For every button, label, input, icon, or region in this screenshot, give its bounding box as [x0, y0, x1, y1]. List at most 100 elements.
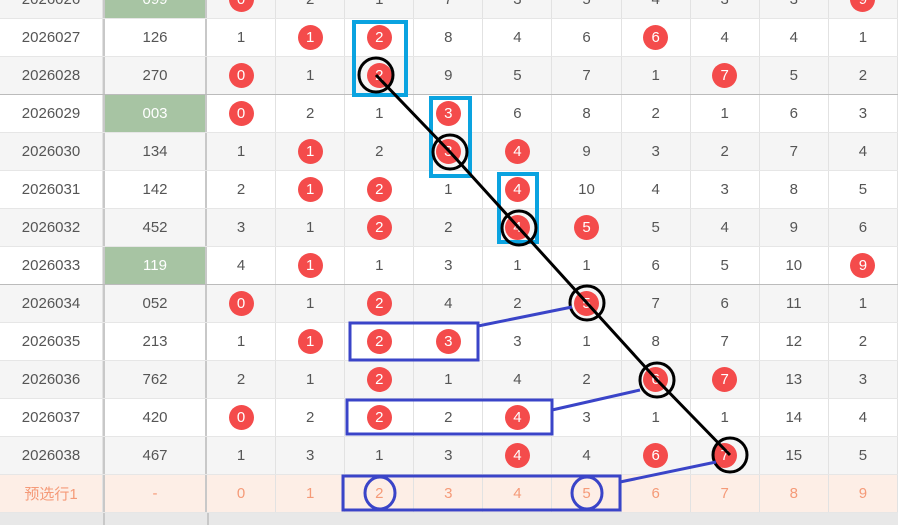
hit-ball: 2	[366, 215, 392, 240]
digit-cell: 2	[207, 171, 277, 208]
period-cell: 2026032	[0, 209, 103, 246]
digit-cell: 2	[483, 285, 553, 322]
digit-cell: 4	[552, 437, 622, 474]
digit-cell: 4	[483, 133, 553, 170]
preselect-row[interactable]: 预选行1-0 1 2 3 4 5 6 7 8 9	[0, 475, 898, 513]
period-cell: 2026029	[0, 95, 103, 132]
digit-cell: 1	[622, 57, 691, 94]
digit-cell: 1	[345, 247, 415, 284]
draw-number-cell: 126	[103, 19, 207, 56]
black-circle	[568, 284, 606, 322]
digit-cell: 4	[483, 437, 553, 474]
digit-cell: 3	[622, 133, 691, 170]
period-cell: 2026038	[0, 437, 103, 474]
digit-cell: 0	[207, 285, 277, 322]
digit-cell: 3	[483, 323, 553, 360]
black-circle	[711, 436, 749, 474]
digit-cell: 0	[207, 0, 277, 18]
digit-cell: 9	[760, 209, 829, 246]
digit-cell: 9	[552, 133, 622, 170]
period-cell: 2026030	[0, 133, 103, 170]
hit-ball: 2	[366, 291, 392, 316]
digit-cell: 5	[760, 57, 829, 94]
digit-cell: 1	[207, 133, 277, 170]
period-cell: 2026027	[0, 19, 103, 56]
hit-ball: 3	[435, 101, 461, 126]
blue-line	[551, 388, 641, 412]
blue-box	[341, 474, 622, 512]
digit-cell: 1	[276, 361, 346, 398]
trend-table: 2026026099021735433920260271261128466441…	[0, 0, 898, 513]
digit-cell: 2	[345, 399, 415, 436]
digit-cell: 7	[760, 133, 829, 170]
blue-line	[619, 460, 717, 484]
digit-cell: 3	[829, 361, 898, 398]
table-row: 2026033 119 4 1 1 3 1 1 6 5 10 9	[0, 247, 898, 285]
preselect-digit[interactable]: 6	[622, 475, 691, 512]
digit-cell: 3	[207, 209, 277, 246]
digit-cell: 9	[829, 0, 898, 18]
hit-ball: 0	[228, 291, 254, 316]
digit-cell: 8	[760, 171, 829, 208]
black-circle	[638, 361, 676, 399]
digit-cell: 2	[552, 361, 622, 398]
digit-cell: 7	[622, 285, 691, 322]
hit-ball: 2	[366, 25, 392, 50]
hit-ball: 9	[850, 0, 876, 12]
digit-cell: 1	[829, 285, 898, 322]
digit-cell: 1	[276, 57, 346, 94]
table-row: 2026037 420 0 2 2 2 4 3 1 1 14 4	[0, 399, 898, 437]
draw-number-cell: 142	[103, 171, 207, 208]
digit-cell: 2	[829, 323, 898, 360]
digit-cell: 5	[552, 209, 622, 246]
digit-cell: 10	[760, 247, 829, 284]
digit-cell: 5	[483, 57, 553, 94]
preselect-digit[interactable]: 8	[760, 475, 829, 512]
digit-cell: 6	[691, 285, 760, 322]
digit-cell: 4	[622, 171, 691, 208]
digit-cell: 1	[276, 171, 346, 208]
preselect-digit[interactable]: 0	[207, 475, 277, 512]
hit-ball: 6	[643, 25, 669, 50]
hit-ball: 2	[366, 367, 392, 392]
digit-cell: 2	[345, 285, 415, 322]
digit-cell: 2	[691, 133, 760, 170]
cyan-box	[352, 20, 408, 97]
trend-line	[374, 73, 732, 457]
digit-cell: 3	[829, 95, 898, 132]
period-cell: 2026035	[0, 323, 103, 360]
digit-cell: 4	[483, 171, 553, 208]
draw-number-cell: 467	[103, 437, 207, 474]
hit-ball: 2	[366, 329, 392, 354]
digit-cell: 8	[552, 95, 622, 132]
preselect-digit[interactable]: 3	[414, 475, 484, 512]
digit-cell: 4	[483, 361, 553, 398]
preselect-digit[interactable]: 9	[829, 475, 898, 512]
preselect-digit[interactable]: 7	[691, 475, 760, 512]
digit-cell: 4	[483, 19, 553, 56]
black-circle	[500, 209, 538, 247]
digit-cell: 4	[691, 209, 760, 246]
cyan-box	[497, 172, 539, 244]
digit-cell: 4	[691, 19, 760, 56]
draw-number-cell: 099	[103, 0, 207, 18]
preselect-digit[interactable]: 4	[483, 475, 553, 512]
hit-ball: 1	[297, 25, 323, 50]
digit-cell: 7	[552, 57, 622, 94]
digit-cell: 1	[414, 361, 484, 398]
digit-cell: 2	[622, 95, 691, 132]
digit-cell: 5	[622, 209, 691, 246]
period-cell: 2026026	[0, 0, 103, 18]
digit-cell: 3	[414, 95, 484, 132]
digit-cell: 4	[414, 285, 484, 322]
digit-cell: 3	[760, 0, 829, 18]
digit-cell: 13	[760, 361, 829, 398]
digit-cell: 2	[345, 323, 415, 360]
digit-cell: 0	[207, 57, 277, 94]
preselect-digit[interactable]: 2	[345, 475, 415, 512]
table-row: 2026031 142 2 1 2 1 4 10 4 3 8 5	[0, 171, 898, 209]
digit-cell: 1	[276, 19, 346, 56]
preselect-digit[interactable]: 1	[276, 475, 346, 512]
digit-cell: 2	[207, 361, 277, 398]
digit-cell: 1	[276, 285, 346, 322]
